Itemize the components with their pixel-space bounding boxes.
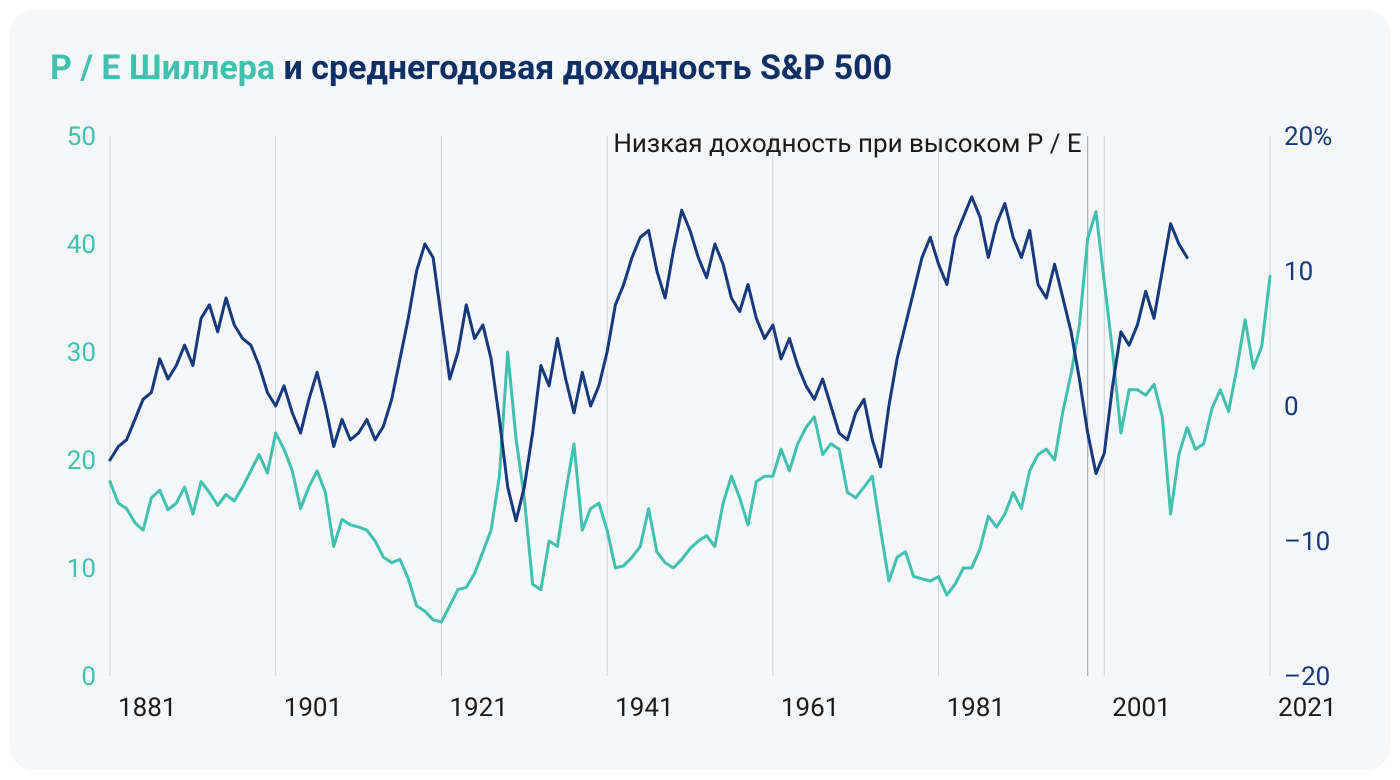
svg-text:2001: 2001	[1112, 693, 1170, 723]
svg-text:0: 0	[81, 662, 96, 692]
svg-text:1921: 1921	[449, 693, 507, 723]
chart-card: P / E Шиллера и среднегодовая доходность…	[10, 10, 1390, 770]
svg-text:1901: 1901	[284, 693, 342, 723]
svg-text:1941: 1941	[615, 693, 673, 723]
svg-text:1981: 1981	[947, 693, 1005, 723]
dual-line-chart: 0 10 20 30 40 50 –20 –10 0 10 20% 1881 1901 1921 1941 1…	[50, 116, 1350, 736]
title-rest: и среднегодовая доходность S&P 500	[275, 48, 892, 88]
svg-text:0: 0	[1284, 392, 1299, 422]
svg-text:20%: 20%	[1284, 122, 1332, 152]
svg-text:10: 10	[67, 554, 96, 584]
chart-title: P / E Шиллера и среднегодовая доходность…	[50, 48, 1350, 88]
svg-text:10: 10	[1284, 257, 1313, 287]
chart-area: 0 10 20 30 40 50 –20 –10 0 10 20% 1881 1901 1921 1941 1…	[50, 116, 1350, 736]
title-teal-part: P / E Шиллера	[50, 48, 275, 88]
svg-text:20: 20	[67, 446, 96, 476]
svg-text:1881: 1881	[118, 693, 176, 723]
svg-text:Низкая доходность при высоком: Низкая доходность при высоком P / E	[613, 129, 1081, 159]
svg-text:30: 30	[67, 338, 96, 368]
svg-text:1961: 1961	[781, 693, 839, 723]
svg-text:2021: 2021	[1278, 693, 1336, 723]
svg-text:–10: –10	[1284, 527, 1330, 557]
svg-text:–20: –20	[1284, 662, 1330, 692]
svg-text:50: 50	[67, 122, 96, 152]
svg-text:40: 40	[67, 230, 96, 260]
